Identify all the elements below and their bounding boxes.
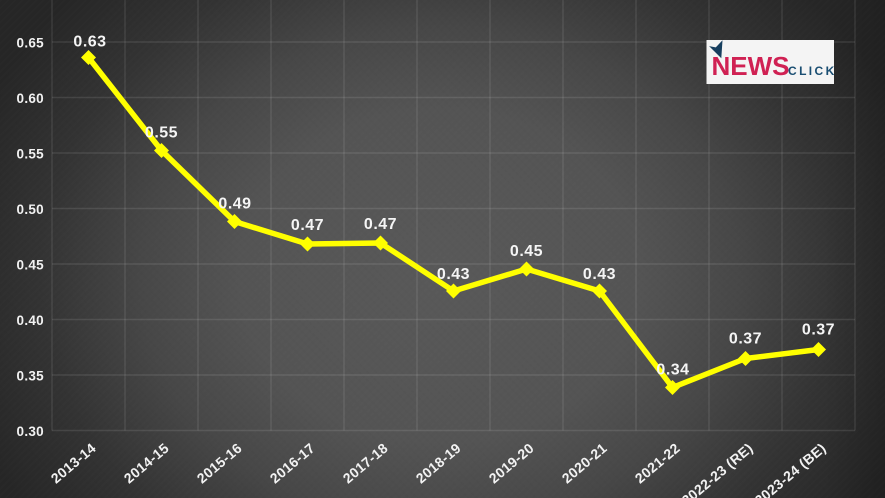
svg-text:0.35: 0.35 [17,369,45,384]
svg-text:0.43: 0.43 [437,266,470,283]
svg-text:2022-23 (RE): 2022-23 (RE) [678,440,755,498]
svg-text:NEWS: NEWS [712,51,790,81]
svg-text:0.37: 0.37 [729,331,762,348]
svg-text:0.45: 0.45 [17,258,45,273]
svg-text:2017-18: 2017-18 [340,440,391,487]
svg-text:0.65: 0.65 [17,36,45,51]
svg-text:0.45: 0.45 [510,243,543,260]
svg-text:0.47: 0.47 [364,216,397,233]
svg-text:2013-14: 2013-14 [48,440,99,487]
svg-text:0.50: 0.50 [17,202,44,217]
svg-text:2020-21: 2020-21 [559,440,610,487]
svg-text:0.37: 0.37 [802,322,835,339]
svg-text:2016-17: 2016-17 [267,440,318,487]
svg-text:2023-24 (BE): 2023-24 (BE) [751,440,828,498]
svg-text:2019-20: 2019-20 [486,440,537,487]
svg-text:0.40: 0.40 [17,313,44,328]
svg-text:2014-15: 2014-15 [121,440,172,487]
svg-text:0.60: 0.60 [17,91,44,106]
svg-text:0.43: 0.43 [583,266,616,283]
svg-text:0.55: 0.55 [145,125,178,142]
svg-text:0.47: 0.47 [291,217,324,234]
svg-text:0.34: 0.34 [656,362,689,379]
svg-text:0.63: 0.63 [73,34,106,51]
svg-text:CLICK: CLICK [788,64,837,78]
svg-text:2015-16: 2015-16 [194,440,245,487]
svg-text:2018-19: 2018-19 [413,440,464,487]
svg-text:0.55: 0.55 [17,147,45,162]
svg-text:2021-22: 2021-22 [632,440,683,487]
svg-text:0.49: 0.49 [218,196,251,213]
svg-text:0.30: 0.30 [17,424,44,439]
